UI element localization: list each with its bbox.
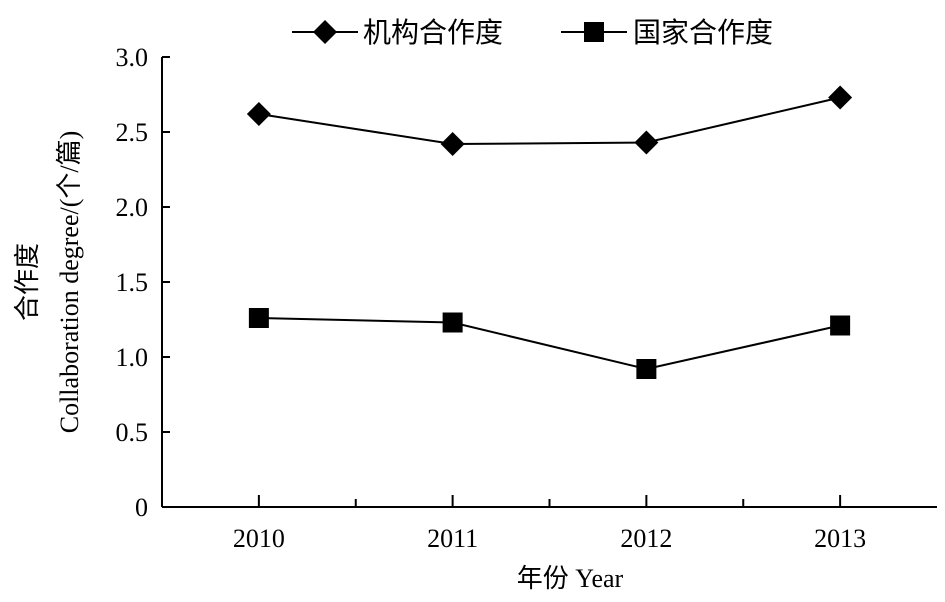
y-tick-label: 3.0 <box>116 43 149 72</box>
y-axis-title-cn: 合作度 <box>13 243 42 321</box>
series-line-1 <box>258 96 841 146</box>
y-axis-title: Collaboration degree/(个/篇) <box>55 131 84 434</box>
x-tick-labels: 2010 2011 2012 2013 <box>233 524 866 553</box>
data-point-square <box>248 308 269 328</box>
y-tick-labels: 0 0.5 1.0 1.5 2.0 2.5 3.0 <box>116 43 149 522</box>
series-line-2 <box>258 317 841 371</box>
legend-marker-diamond <box>313 20 337 44</box>
series-markers <box>246 85 853 379</box>
series-lines <box>258 96 841 371</box>
data-point-square <box>636 359 657 379</box>
y-tick-label: 0.5 <box>116 418 149 447</box>
data-point-diamond <box>828 85 853 110</box>
legend-item-2: 国家合作度 <box>561 17 773 49</box>
legend-item-1: 机构合作度 <box>292 17 503 49</box>
axes <box>161 56 937 508</box>
data-point-diamond <box>440 132 465 156</box>
y-tick-label: 2.0 <box>116 193 149 222</box>
data-point-diamond <box>246 102 271 126</box>
x-tick-label: 2012 <box>620 524 672 553</box>
legend-label-1: 机构合作度 <box>363 17 503 49</box>
x-axis-title: 年份 Year <box>517 564 624 593</box>
data-point-square <box>442 312 463 333</box>
y-tick-label: 1.0 <box>116 343 149 372</box>
legend-label-2: 国家合作度 <box>633 17 773 49</box>
y-tick-label: 0 <box>135 493 148 522</box>
x-tick-label: 2013 <box>814 524 866 553</box>
legend: 机构合作度 国家合作度 <box>292 17 773 49</box>
y-tick-label: 2.5 <box>116 118 149 147</box>
data-point-square <box>830 315 851 336</box>
y-tick-label: 1.5 <box>116 268 149 297</box>
legend-marker-square <box>584 22 604 42</box>
data-point-diamond <box>634 130 659 155</box>
x-tick-label: 2010 <box>233 524 285 553</box>
x-tick-label: 2011 <box>427 524 478 553</box>
